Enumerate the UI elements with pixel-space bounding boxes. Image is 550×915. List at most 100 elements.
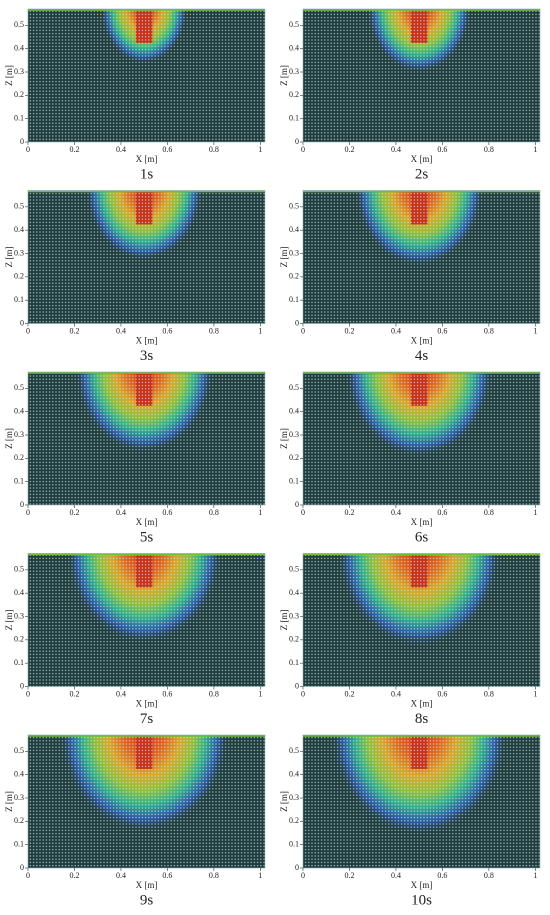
field xyxy=(303,553,540,687)
particles xyxy=(28,190,265,324)
x-tick-label: 0.6 xyxy=(162,871,172,880)
y-tick-label: 0.3 xyxy=(14,430,24,439)
x-tick-label: 1 xyxy=(533,508,537,517)
x-axis-label: X [m] xyxy=(411,699,433,709)
field xyxy=(28,735,265,868)
y-tick-label: 0.2 xyxy=(14,272,24,281)
x-tick-label: 0.6 xyxy=(162,326,172,335)
y-tick-label: 0.1 xyxy=(289,113,299,122)
y-tick-label: 0.1 xyxy=(14,113,24,122)
y-axis-label: Z [m] xyxy=(4,428,14,449)
panel: 0 0.2 0.4 0.6 0.8 1 0 0.1 0.2 0.3 0.4 0.5 X [m] Z [m]… xyxy=(4,371,266,545)
x-tick-label: 0.8 xyxy=(209,871,219,880)
y-tick-label: 0.5 xyxy=(289,746,299,755)
x-tick-label: 0.2 xyxy=(344,508,354,517)
field xyxy=(28,372,265,505)
x-tick-label: 0.6 xyxy=(437,508,447,517)
x-tick-label: 0.8 xyxy=(484,689,494,698)
y-tick-label: 0 xyxy=(20,863,24,872)
plot-frame xyxy=(27,553,266,687)
y-tick-label: 0.5 xyxy=(289,202,299,211)
y-tick-label: 0.5 xyxy=(14,202,24,211)
x-tick-label: 1 xyxy=(258,871,262,880)
panel-caption: 3s xyxy=(140,348,154,364)
x-tick-label: 0.2 xyxy=(69,326,79,335)
y-tick-label: 0.1 xyxy=(14,658,24,667)
panel: 0 0.2 0.4 0.6 0.8 1 0 0.1 0.2 0.3 0.4 0.5 X [m] Z [m]… xyxy=(4,190,266,364)
y-tick-label: 0.2 xyxy=(14,90,24,99)
x-tick-label: 0.8 xyxy=(209,145,219,154)
x-tick-label: 0 xyxy=(26,145,30,154)
x-tick-label: 0.6 xyxy=(437,326,447,335)
x-tick-label: 0.8 xyxy=(209,689,219,698)
plot-frame xyxy=(302,190,541,324)
y-tick-label: 0.3 xyxy=(289,67,299,76)
y-tick-label: 0.1 xyxy=(14,476,24,485)
x-tick-label: 1 xyxy=(533,689,537,698)
x-tick-label: 0.4 xyxy=(391,508,401,517)
field xyxy=(28,553,265,687)
x-tick-label: 0.6 xyxy=(162,689,172,698)
y-tick-label: 0.5 xyxy=(289,565,299,574)
x-tick-label: 0.8 xyxy=(209,508,219,517)
x-tick-label: 0.6 xyxy=(162,508,172,517)
x-tick-label: 0.2 xyxy=(344,871,354,880)
x-tick-label: 0.6 xyxy=(162,145,172,154)
field xyxy=(303,735,540,868)
y-axis-label: Z [m] xyxy=(279,65,289,86)
particles xyxy=(303,735,540,868)
x-tick-label: 0.4 xyxy=(391,326,401,335)
x-tick-label: 0.2 xyxy=(69,689,79,698)
x-axis-label: X [m] xyxy=(411,336,433,346)
y-tick-label: 0.2 xyxy=(289,453,299,462)
y-tick-label: 0.5 xyxy=(14,565,24,574)
y-tick-label: 0.4 xyxy=(14,43,24,52)
y-tick-label: 0 xyxy=(20,681,24,690)
y-tick-label: 0.2 xyxy=(289,635,299,644)
y-tick-label: 0.2 xyxy=(14,453,24,462)
x-tick-label: 0 xyxy=(26,871,30,880)
x-axis-label: X [m] xyxy=(411,517,433,527)
x-tick-label: 1 xyxy=(533,326,537,335)
y-tick-label: 0.3 xyxy=(14,67,24,76)
panel: 0 0.2 0.4 0.6 0.8 1 0 0.1 0.2 0.3 0.4 0.5 X [m] Z [m]… xyxy=(279,553,541,727)
y-tick-label: 0.5 xyxy=(14,383,24,392)
y-tick-label: 0 xyxy=(295,318,299,327)
particles xyxy=(28,372,265,505)
y-axis-label: Z [m] xyxy=(279,610,289,631)
y-tick-label: 0.3 xyxy=(289,793,299,802)
y-tick-label: 0.5 xyxy=(289,383,299,392)
y-axis-label: Z [m] xyxy=(279,247,289,268)
panel-caption: 1s xyxy=(140,166,154,182)
particles xyxy=(303,190,540,324)
panel: 0 0.2 0.4 0.6 0.8 1 0 0.1 0.2 0.3 0.4 0.5 X [m] Z [m]… xyxy=(4,734,266,908)
x-tick-label: 0.8 xyxy=(484,145,494,154)
x-tick-label: 0.8 xyxy=(209,326,219,335)
plot-frame xyxy=(302,553,541,687)
y-tick-label: 0.4 xyxy=(14,588,24,597)
x-tick-label: 1 xyxy=(258,326,262,335)
x-tick-label: 0 xyxy=(26,508,30,517)
y-tick-label: 0.4 xyxy=(14,406,24,415)
y-tick-label: 0.2 xyxy=(14,816,24,825)
y-tick-label: 0 xyxy=(20,500,24,509)
particles xyxy=(303,9,540,142)
plot-frame xyxy=(302,8,541,143)
panel-caption: 5s xyxy=(140,529,154,545)
x-tick-label: 0 xyxy=(26,689,30,698)
panel: 0 0.2 0.4 0.6 0.8 1 0 0.1 0.2 0.3 0.4 0.5 X [m] Z [m]… xyxy=(279,734,541,908)
x-tick-label: 1 xyxy=(258,145,262,154)
plot-frame xyxy=(302,371,541,506)
y-axis-label: Z [m] xyxy=(4,65,14,86)
y-tick-label: 0.5 xyxy=(14,20,24,29)
y-axis-label: Z [m] xyxy=(279,428,289,449)
y-tick-label: 0.4 xyxy=(289,43,299,52)
x-tick-label: 0.4 xyxy=(116,145,126,154)
x-tick-label: 0 xyxy=(301,508,305,517)
panel-caption: 8s xyxy=(415,711,429,727)
y-tick-label: 0.3 xyxy=(14,793,24,802)
plot-frame xyxy=(27,734,266,869)
x-axis-label: X [m] xyxy=(411,880,433,890)
y-tick-label: 0.2 xyxy=(289,272,299,281)
